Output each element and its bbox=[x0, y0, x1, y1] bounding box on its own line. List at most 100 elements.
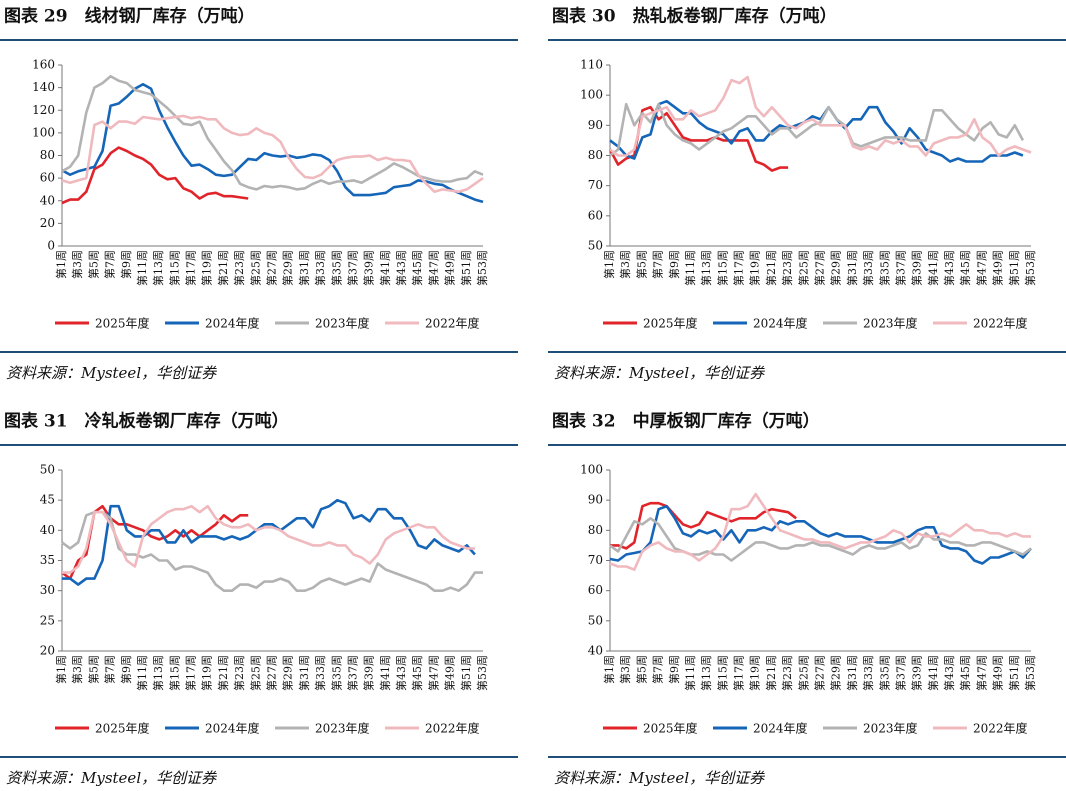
series-line bbox=[610, 501, 797, 550]
x-tick-label: 第47周 bbox=[974, 250, 988, 286]
y-tick-label: 80 bbox=[40, 148, 55, 162]
x-tick-label: 第25周 bbox=[248, 655, 262, 691]
x-tick-label: 第51周 bbox=[1007, 250, 1021, 286]
x-tick-label: 第27周 bbox=[265, 250, 279, 286]
y-tick-label: 25 bbox=[40, 613, 55, 627]
source-note: 资料来源：Mysteel，华创证券 bbox=[554, 364, 765, 382]
x-tick-label: 第19周 bbox=[748, 655, 762, 691]
x-tick-label: 第5周 bbox=[634, 250, 648, 279]
x-tick-label: 第7周 bbox=[651, 655, 665, 684]
x-tick-label: 第15周 bbox=[715, 655, 729, 691]
x-tick-label: 第5周 bbox=[86, 250, 100, 279]
x-tick-label: 第1周 bbox=[602, 655, 616, 684]
x-tick-label: 第49周 bbox=[443, 655, 457, 691]
x-tick-label: 第21周 bbox=[764, 250, 778, 286]
y-tick-label: 140 bbox=[32, 80, 55, 94]
x-tick-label: 第13周 bbox=[151, 655, 165, 691]
y-tick-label: 80 bbox=[588, 523, 603, 537]
y-tick-label: 110 bbox=[580, 58, 603, 72]
x-tick-label: 第23周 bbox=[232, 250, 246, 286]
x-tick-label: 第31周 bbox=[297, 655, 311, 691]
y-tick-label: 45 bbox=[40, 493, 55, 507]
x-tick-label: 第25周 bbox=[248, 250, 262, 286]
x-tick-label: 第35周 bbox=[329, 655, 343, 691]
y-tick-label: 50 bbox=[588, 613, 603, 627]
x-tick-label: 第21周 bbox=[764, 655, 778, 691]
y-tick-label: 100 bbox=[580, 463, 603, 477]
x-tick-label: 第11周 bbox=[135, 250, 149, 286]
x-tick-label: 第3周 bbox=[618, 655, 632, 684]
y-tick-label: 0 bbox=[47, 239, 55, 253]
x-tick-label: 第39周 bbox=[362, 655, 376, 691]
legend-label: 2022年度 bbox=[425, 721, 480, 736]
series-line bbox=[609, 102, 1025, 157]
x-tick-label: 第41周 bbox=[378, 655, 392, 691]
y-tick-label: 40 bbox=[40, 193, 55, 207]
x-tick-label: 第19周 bbox=[200, 250, 214, 286]
x-tick-label: 第23周 bbox=[232, 655, 246, 691]
series-line bbox=[609, 492, 1031, 571]
x-tick-label: 第41周 bbox=[378, 250, 392, 286]
source-note: 资料来源：Mysteel，华创证券 bbox=[6, 364, 217, 382]
x-tick-label: 第23周 bbox=[780, 655, 794, 691]
x-tick-label: 第35周 bbox=[877, 250, 891, 286]
x-tick-label: 第19周 bbox=[748, 250, 762, 286]
x-tick-label: 第23周 bbox=[780, 250, 794, 286]
x-tick-label: 第17周 bbox=[184, 655, 198, 691]
series-line bbox=[61, 504, 249, 580]
x-tick-label: 第49周 bbox=[991, 655, 1005, 691]
series-line bbox=[61, 82, 484, 204]
x-tick-label: 第43周 bbox=[942, 655, 956, 691]
x-tick-label: 第13周 bbox=[151, 250, 165, 286]
x-tick-label: 第9周 bbox=[667, 655, 681, 684]
x-tick-label: 第33周 bbox=[313, 250, 327, 286]
x-tick-label: 第5周 bbox=[634, 655, 648, 684]
y-tick-label: 20 bbox=[40, 644, 55, 658]
x-tick-label: 第9周 bbox=[119, 250, 133, 279]
x-tick-label: 第29周 bbox=[281, 655, 295, 691]
x-tick-label: 第35周 bbox=[329, 250, 343, 286]
x-tick-label: 第11周 bbox=[135, 655, 149, 691]
legend-label: 2022年度 bbox=[425, 316, 480, 331]
y-tick-label: 40 bbox=[40, 523, 55, 537]
x-tick-label: 第45周 bbox=[410, 250, 424, 286]
legend-label: 2024年度 bbox=[753, 721, 808, 736]
x-tick-label: 第53周 bbox=[1023, 655, 1037, 691]
x-tick-label: 第19周 bbox=[200, 655, 214, 691]
x-tick-label: 第27周 bbox=[813, 250, 827, 286]
y-tick-label: 100 bbox=[580, 88, 603, 102]
x-tick-label: 第11周 bbox=[683, 655, 697, 691]
x-tick-label: 第41周 bbox=[926, 655, 940, 691]
x-tick-label: 第9周 bbox=[667, 250, 681, 279]
x-tick-label: 第9周 bbox=[119, 655, 133, 684]
x-tick-label: 第3周 bbox=[70, 655, 84, 684]
x-tick-label: 第49周 bbox=[443, 250, 457, 286]
x-tick-label: 第39周 bbox=[910, 250, 924, 286]
x-tick-label: 第7周 bbox=[103, 655, 117, 684]
y-tick-label: 40 bbox=[588, 644, 603, 658]
x-tick-label: 第15周 bbox=[715, 250, 729, 286]
x-tick-label: 第51周 bbox=[459, 655, 473, 691]
x-tick-label: 第17周 bbox=[184, 250, 198, 286]
x-tick-label: 第47周 bbox=[426, 655, 440, 691]
legend-label: 2023年度 bbox=[863, 316, 918, 331]
legend-label: 2022年度 bbox=[973, 721, 1028, 736]
y-tick-label: 70 bbox=[588, 178, 603, 192]
x-tick-label: 第35周 bbox=[877, 655, 891, 691]
series-line bbox=[609, 75, 1032, 157]
y-tick-label: 120 bbox=[32, 103, 55, 117]
x-tick-label: 第45周 bbox=[958, 250, 972, 286]
x-tick-label: 第7周 bbox=[103, 250, 117, 279]
x-tick-label: 第51周 bbox=[1007, 655, 1021, 691]
x-tick-label: 第5周 bbox=[86, 655, 100, 684]
x-tick-label: 第33周 bbox=[861, 250, 875, 286]
x-tick-label: 第49周 bbox=[991, 250, 1005, 286]
x-tick-label: 第39周 bbox=[362, 250, 376, 286]
y-tick-label: 80 bbox=[588, 148, 603, 162]
chart-title: 图表 30 热轧板卷钢厂库存（万吨） bbox=[552, 6, 837, 27]
y-tick-label: 60 bbox=[588, 208, 603, 222]
x-tick-label: 第47周 bbox=[974, 655, 988, 691]
x-tick-label: 第27周 bbox=[813, 655, 827, 691]
y-tick-label: 100 bbox=[32, 125, 55, 139]
